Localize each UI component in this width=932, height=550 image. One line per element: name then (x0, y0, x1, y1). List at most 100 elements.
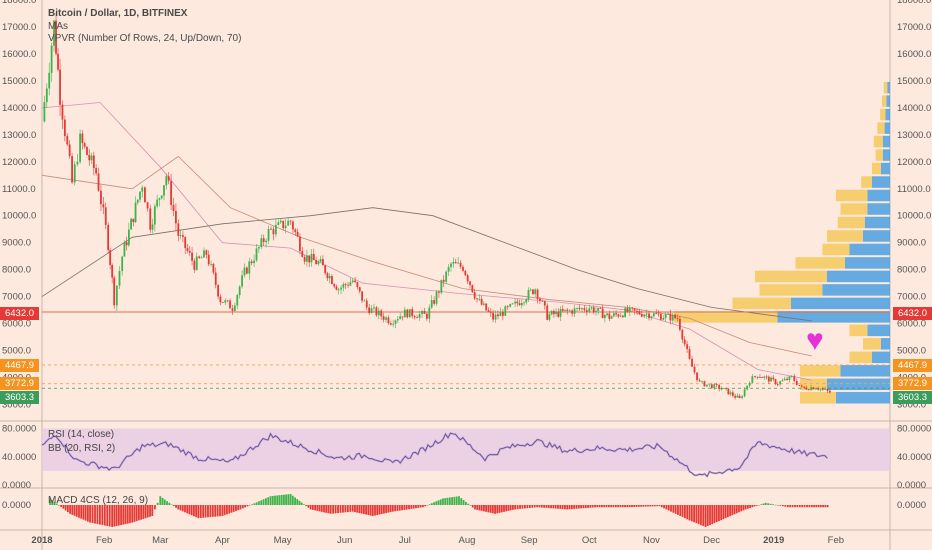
macd-histogram-bar (458, 496, 460, 505)
macd-histogram-bar (688, 505, 691, 521)
candle-body (260, 238, 263, 248)
macd-histogram-bar (181, 505, 184, 512)
macd-histogram-bar (794, 505, 796, 508)
candle-body (262, 238, 265, 243)
macd-histogram-bar (772, 504, 774, 505)
macd-histogram-bar (223, 505, 226, 516)
candle-body (43, 102, 46, 122)
macd-histogram-bar (509, 505, 512, 511)
candle-body (182, 235, 184, 237)
candle-body (170, 180, 173, 205)
macd-histogram-bar (614, 505, 617, 508)
macd-histogram-bar (339, 505, 342, 513)
candle-body (55, 20, 57, 54)
macd-histogram-bar (142, 505, 145, 519)
candle-body (188, 250, 191, 253)
mas-label[interactable]: MAs (48, 20, 68, 32)
candle-body (95, 168, 98, 174)
macd-histogram-bar (718, 505, 720, 522)
macd-histogram-bar (405, 505, 408, 510)
candle-body (76, 161, 79, 165)
macd-histogram-bar (276, 495, 279, 505)
macd-label[interactable]: MACD 4CS (12, 26, 9) (48, 495, 149, 506)
candle-body (200, 257, 203, 259)
candle-body (774, 379, 777, 385)
vpvr-label[interactable]: VPVR (Number Of Rows, 24, Up/Down, 70) (48, 33, 242, 44)
macd-histogram-bar (478, 505, 481, 511)
candle-body (394, 320, 397, 324)
macd-histogram-bar (156, 502, 159, 505)
macd-histogram-bar (777, 505, 779, 506)
macd-histogram-bar (591, 505, 594, 508)
macd-histogram-bar (55, 503, 58, 505)
macd-histogram-bar (511, 505, 514, 510)
candle-body (212, 264, 215, 273)
macd-histogram-bar (195, 505, 198, 518)
macd-histogram-bar (410, 505, 413, 509)
macd-histogram-bar (207, 505, 209, 518)
vpvr-down-bar (849, 324, 868, 337)
candle-body (754, 376, 756, 378)
candle-body (363, 300, 366, 302)
candle-body (219, 296, 222, 303)
macd-histogram-bar (265, 498, 267, 505)
candle-body (810, 387, 813, 391)
macd-histogram-bar (417, 505, 420, 508)
vpvr-up-bar (777, 311, 890, 323)
macd-histogram-bar (751, 505, 754, 508)
macd-histogram-bar (453, 496, 456, 505)
candle-body (272, 229, 275, 235)
candle-body (676, 318, 679, 320)
macd-histogram-bar (822, 505, 824, 508)
macd-histogram-bar (108, 505, 111, 527)
macd-histogram-bar (204, 505, 207, 518)
macd-histogram-bar (314, 505, 316, 511)
macd-histogram-bar (575, 505, 578, 509)
candle-body (445, 271, 448, 282)
candle-body (734, 395, 737, 398)
candle-body (380, 310, 383, 317)
macd-histogram-bar (640, 505, 643, 507)
macd-histogram-bar (391, 505, 394, 512)
macd-histogram-bar (367, 505, 370, 516)
macd-histogram-bar (396, 505, 399, 511)
candle-body (373, 307, 375, 309)
macd-histogram-bar (117, 505, 120, 526)
vpvr-up-bar (867, 324, 890, 337)
macd-histogram-bar (605, 505, 608, 508)
candle-body (546, 305, 549, 320)
candle-body (657, 313, 660, 315)
vpvr-up-bar (882, 149, 890, 161)
candle-body (482, 303, 485, 305)
macd-histogram-bar (356, 505, 359, 513)
macd-histogram-bar (505, 505, 508, 512)
candle-body (765, 376, 768, 378)
candle-body (701, 381, 703, 382)
macd-histogram-bar (519, 505, 521, 509)
macd-histogram-bar (283, 494, 285, 505)
macd-histogram-bar (612, 505, 615, 508)
macd-histogram-bar (700, 505, 702, 526)
macd-histogram-bar (803, 505, 806, 508)
macd-histogram-bar (424, 505, 427, 507)
vpvr-down-bar (827, 230, 863, 242)
macd-histogram-bar (715, 505, 718, 523)
price-tag-right-green: 3603.3 (893, 391, 932, 404)
price-tick-left: 18000.0 (2, 0, 36, 6)
macd-histogram-bar (603, 505, 606, 508)
candle-body (303, 256, 306, 262)
vpvr-down-bar (822, 243, 850, 256)
rsi-label[interactable]: RSI (14, close) (48, 429, 115, 440)
macd-histogram-bar (342, 505, 344, 513)
candle-body (385, 317, 387, 320)
candle-body (485, 303, 488, 311)
candle-body (125, 242, 128, 246)
candle-body (462, 266, 464, 271)
candle-body (310, 253, 313, 263)
macd-histogram-bar (598, 505, 601, 508)
candle-body (669, 313, 672, 321)
macd-histogram-bar (394, 505, 397, 512)
bb-label[interactable]: BB (20, RSI, 2) (48, 443, 116, 454)
symbol-title[interactable]: Bitcoin / Dollar, 1D, BITFINEX (48, 8, 188, 19)
